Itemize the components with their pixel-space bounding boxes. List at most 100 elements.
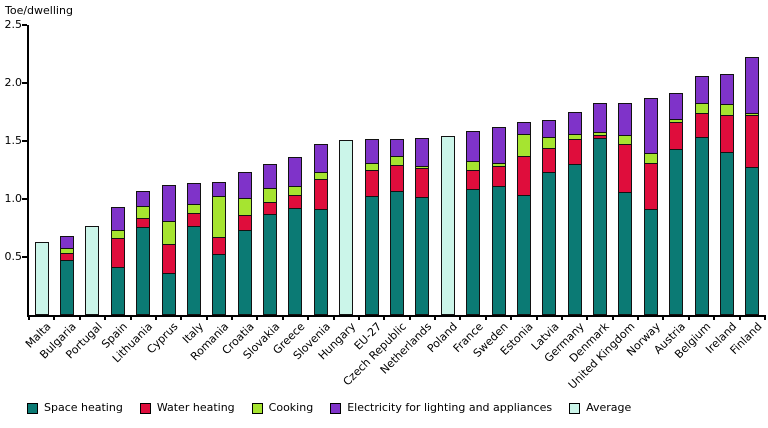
segment-cooking	[695, 103, 708, 115]
segment-space_heating	[467, 189, 480, 314]
segment-electricity	[416, 139, 429, 167]
bar-bulgaria	[60, 236, 75, 315]
x-tick-mark	[612, 315, 614, 320]
bar-netherlands	[415, 138, 430, 315]
bar-denmark	[593, 103, 608, 315]
segment-cooking	[187, 204, 200, 215]
segment-space_heating	[517, 196, 530, 314]
segment-water_heating	[492, 167, 505, 188]
plot-area: 0.5 1.0 1.5 2.0 2.5 Malta Bulgaria Portugal Spai…	[5, 19, 766, 392]
segment-space_heating	[391, 192, 403, 314]
segment-electricity	[314, 145, 327, 173]
segment-water_heating	[187, 214, 200, 227]
bar-estonia	[516, 122, 531, 315]
segment-electricity	[543, 121, 556, 139]
segment-space_heating	[492, 187, 505, 314]
segment-electricity	[695, 77, 708, 104]
y-tick-mark	[22, 140, 27, 142]
x-tick-mark	[409, 315, 411, 320]
x-tick-mark	[206, 315, 208, 320]
segment-electricity	[187, 184, 200, 205]
segment-cooking	[238, 198, 251, 216]
x-tick-mark	[282, 315, 284, 320]
segment-space_heating	[289, 209, 302, 314]
segment-space_heating	[314, 209, 327, 314]
segment-water_heating	[619, 144, 632, 194]
segment-cooking	[746, 113, 759, 116]
legend-swatch-cooking	[251, 402, 263, 414]
segment-water_heating	[517, 156, 530, 197]
legend-label: Cooking	[268, 401, 314, 414]
x-tick-mark	[764, 315, 766, 320]
segment-water_heating	[467, 171, 480, 190]
segment-cooking	[365, 164, 378, 172]
segment-electricity	[670, 94, 683, 120]
segment-water_heating	[746, 115, 759, 169]
segment-electricity	[111, 208, 124, 232]
bar-slovenia	[313, 144, 328, 315]
y-tick-mark	[22, 24, 27, 26]
segment-cooking	[670, 119, 683, 123]
segment-space_heating	[746, 168, 759, 314]
legend-swatch-space-heating	[27, 402, 38, 414]
x-tick-mark	[104, 315, 106, 320]
legend-item-electricity-for-lighting-and-appliances: Electricity for lighting and appliances	[330, 402, 552, 414]
legend-swatch-electricity-for-lighting-and-appliances	[330, 402, 342, 414]
segment-electricity	[467, 132, 480, 163]
legend-item-water-heating: Water heating	[139, 401, 235, 414]
segment-water_heating	[213, 237, 226, 255]
bar-finland	[745, 57, 760, 315]
bar-france	[466, 131, 481, 315]
segment-water_heating	[568, 139, 581, 166]
segment-electricity	[644, 99, 657, 154]
bar-belgium	[694, 76, 709, 315]
bar-italy	[186, 183, 201, 315]
bar-slovakia	[263, 164, 278, 315]
segment-water_heating	[137, 218, 150, 228]
x-tick-mark	[256, 315, 258, 320]
segment-water_heating	[670, 122, 683, 150]
x-tick-mark	[637, 315, 639, 320]
y-tick-label: 1.5	[4, 134, 23, 147]
segment-average	[86, 227, 99, 314]
x-tick-mark	[713, 315, 715, 320]
segment-electricity	[264, 165, 277, 190]
x-tick-mark	[180, 315, 182, 320]
bar-sweden	[491, 127, 506, 315]
bar-eu-27	[364, 139, 379, 315]
legend-swatch-average	[569, 402, 581, 414]
segment-cooking	[644, 153, 657, 164]
x-tick-mark	[231, 315, 233, 320]
x-tick-mark	[459, 315, 461, 320]
x-tick-mark	[333, 315, 335, 320]
legend-label: Water heating	[156, 401, 235, 414]
x-tick-mark	[586, 315, 588, 320]
segment-space_heating	[543, 173, 556, 314]
bar-poland	[440, 136, 455, 315]
legend-swatch-water-heating	[139, 402, 151, 414]
segment-cooking	[720, 105, 733, 116]
segment-electricity	[238, 173, 251, 199]
segment-water_heating	[314, 179, 327, 210]
bar-cyprus	[161, 185, 176, 315]
segment-cooking	[289, 187, 302, 197]
segment-space_heating	[187, 226, 200, 314]
segment-space_heating	[416, 198, 429, 314]
bar-norway	[643, 98, 658, 315]
segment-space_heating	[238, 230, 251, 314]
segment-average	[340, 141, 353, 314]
segment-water_heating	[111, 239, 124, 269]
legend-label: Average	[586, 401, 632, 414]
segment-water_heating	[695, 114, 708, 139]
segment-electricity	[517, 123, 530, 135]
segment-water_heating	[238, 215, 251, 231]
segment-space_heating	[619, 193, 632, 314]
segment-cooking	[594, 133, 607, 137]
segment-space_heating	[695, 138, 708, 314]
legend: Space heating Water heating Cooking Electri…	[27, 402, 631, 414]
segment-cooking	[619, 136, 632, 145]
y-tick-label: 0.5	[4, 250, 23, 263]
bar-greece	[288, 157, 303, 315]
segment-electricity	[720, 75, 733, 106]
